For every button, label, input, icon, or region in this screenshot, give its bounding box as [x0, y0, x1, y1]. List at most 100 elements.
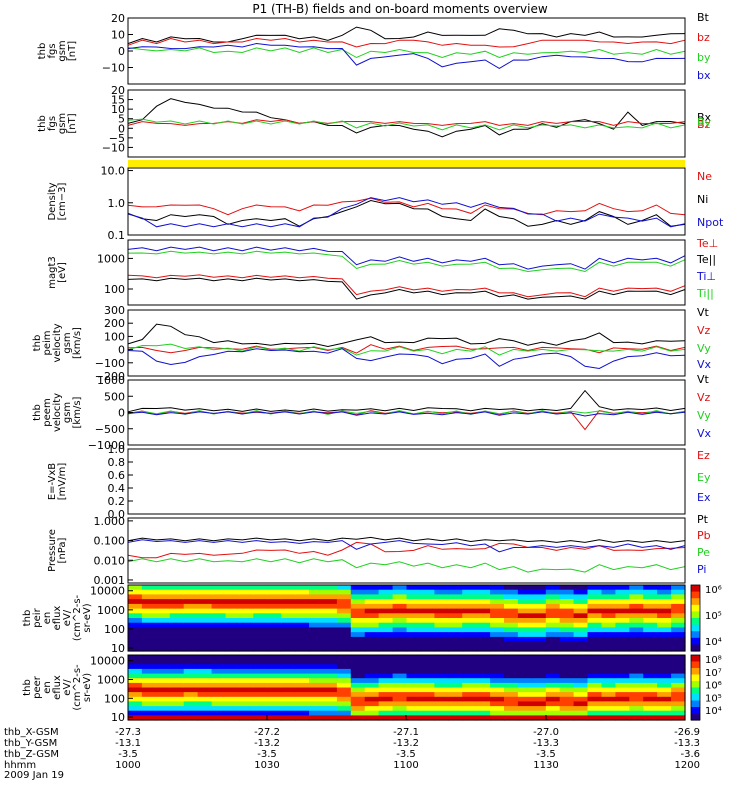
spectrogram-cell: [517, 668, 533, 675]
spectrogram-cell: [601, 622, 616, 628]
panel-6: 1000 500 0 −500 −1000 thb peem velocity gsm [km/s…: [32, 373, 712, 452]
spectrogram-cell: [169, 687, 185, 693]
spectrogram-cell: [601, 646, 616, 652]
series-line-Ni: [127, 199, 686, 227]
series-line-Te||: [127, 277, 686, 300]
panel-frame: [127, 167, 686, 236]
spectrogram-cell: [559, 627, 575, 633]
spectrogram-cell: [420, 664, 435, 670]
spectrogram-cell: [239, 599, 254, 605]
spectrogram-cell: [155, 627, 171, 633]
spectrogram-cell: [406, 668, 421, 675]
spectrogram-cell: [225, 673, 240, 679]
colorbar-tick-label: 10⁴: [705, 706, 722, 717]
colorbar-segment: [691, 598, 700, 606]
spectrogram-cell: [490, 627, 505, 633]
spectrogram-cell: [643, 589, 658, 595]
spectrogram-cell: [434, 632, 449, 638]
spectrogram-cell: [253, 632, 268, 638]
spectrogram-cell: [267, 687, 282, 693]
spectrogram-cell: [141, 646, 157, 652]
spectrogram-cell: [657, 636, 672, 643]
y-axis-label: peir: [32, 607, 43, 627]
spectrogram-cell: [559, 668, 575, 675]
spectrogram-cell: [211, 613, 227, 619]
legend-entry-Ey: Ey: [697, 471, 711, 484]
spectrogram-cell: [295, 696, 310, 702]
spectrogram-cell: [434, 701, 449, 707]
spectrogram-cell: [281, 608, 296, 614]
legend-entry-Vy: Vy: [697, 409, 711, 422]
spectrogram-cell: [141, 618, 157, 624]
spectrogram-cell: [211, 706, 227, 712]
spectrogram-cell: [267, 622, 282, 628]
spectrogram-cell: [420, 594, 435, 600]
y-axis-label: [km/s]: [72, 396, 83, 428]
spectrogram-cell: [671, 632, 686, 638]
spectrogram-cell: [406, 696, 421, 702]
spectrogram-cell: [657, 594, 672, 600]
spectrogram-cell: [448, 627, 463, 633]
spectrogram-cell: [573, 636, 589, 643]
spectrogram-cell: [573, 682, 589, 689]
spectrogram-cell: [169, 668, 185, 675]
spectrogram-cell: [517, 659, 533, 665]
spectrogram-cell: [183, 701, 199, 707]
spectrogram-cell: [517, 641, 533, 647]
spectrogram-cell: [545, 710, 561, 716]
spectrogram-cell: [587, 673, 602, 679]
spectrogram-cell: [211, 701, 227, 707]
spectrogram-cell: [364, 594, 380, 600]
spectrogram-cell: [476, 641, 491, 647]
spectrogram-cell: [406, 664, 421, 670]
spectrogram-cell: [601, 636, 616, 643]
spectrogram-cell: [239, 687, 254, 693]
spectrogram-cell: [392, 706, 408, 712]
panel-background: [128, 240, 685, 305]
spectrogram-cell: [476, 678, 491, 684]
spectrogram-cell: [141, 622, 157, 628]
spectrogram-cell: [155, 701, 171, 707]
spectrogram-cell: [434, 655, 449, 661]
spectrogram-cell: [434, 613, 449, 619]
spectrogram-cell: [392, 682, 408, 689]
spectrogram-cell: [281, 618, 296, 624]
spectrogram-cell: [336, 715, 352, 721]
ephemeris-value: 1200: [675, 760, 700, 771]
spectrogram-cell: [476, 627, 491, 633]
spectrogram-cell: [155, 632, 171, 638]
spectrogram-cell: [657, 627, 672, 633]
spectrogram-cell: [364, 603, 380, 610]
spectrogram-cell: [128, 618, 143, 624]
spectrogram-cell: [420, 655, 435, 661]
spectrogram-cell: [671, 659, 686, 665]
spectrogram-cell: [462, 632, 477, 638]
spectrogram-cell: [615, 594, 630, 600]
spectrogram-cell: [573, 692, 589, 698]
spectrogram-cell: [141, 599, 157, 605]
spectrogram-cell: [657, 659, 672, 665]
spectrogram-cell: [378, 664, 394, 670]
spectrogram-cell: [531, 715, 547, 721]
spectrogram-cell: [323, 715, 338, 721]
spectrogram-cell: [239, 668, 254, 675]
spectrogram-cell: [559, 646, 575, 652]
spectrogram-cell: [406, 715, 421, 721]
spectrogram-cell: [309, 706, 324, 712]
spectrogram-cell: [476, 599, 491, 605]
spectrogram-cell: [239, 646, 254, 652]
spectrogram-cell: [671, 706, 686, 712]
spectrogram-cell: [587, 678, 602, 684]
spectrogram-cell: [504, 618, 519, 624]
spectrogram-cell: [378, 641, 394, 647]
spectrogram-cell: [378, 618, 394, 624]
spectrogram-cell: [462, 678, 477, 684]
legend-entry-Ni: Ni: [697, 193, 708, 206]
spectrogram-cell: [239, 585, 254, 591]
legend-entry-Vt: Vt: [697, 373, 710, 386]
legend-entry-Pi: Pi: [697, 563, 706, 576]
spectrogram-cell: [615, 659, 630, 665]
spectrogram-cell: [239, 641, 254, 647]
spectrogram-cell: [336, 664, 352, 670]
